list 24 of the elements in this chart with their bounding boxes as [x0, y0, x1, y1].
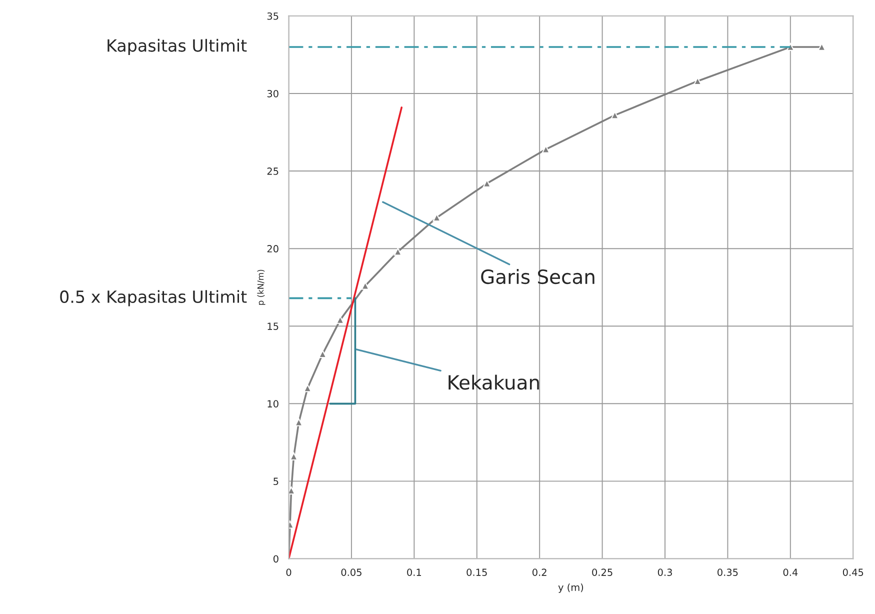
x-tick-label: 0.45	[842, 568, 864, 576]
y-tick-label: 25	[267, 168, 278, 175]
x-axis-title: y (m)	[558, 583, 584, 593]
x-tick-label: 0.35	[718, 568, 738, 576]
y-tick-label: 0	[273, 555, 278, 563]
x-tick-label: 0.15	[466, 568, 487, 576]
y-tick-label: 10	[268, 400, 278, 408]
x-tick-label: 0.2	[532, 568, 546, 576]
text: 0.5 x Kapasitas Ultimit	[60, 290, 247, 306]
x-tick-label: 0.1	[407, 568, 421, 576]
annotation: Garis Secan	[481, 269, 594, 284]
y-axis-title: p (kN/m)	[257, 270, 266, 305]
x-tick-label: 0	[286, 568, 292, 576]
y-tick-label: 20	[267, 245, 278, 252]
x-tick-label: 0.05	[341, 568, 362, 576]
y-tick-label: 5	[274, 478, 278, 486]
y-tick-label: 15	[268, 322, 278, 330]
x-tick-label: 0.3	[658, 568, 672, 576]
x-tick-label: 0.25	[592, 568, 612, 576]
x-tick-label: 0.4	[783, 568, 798, 576]
y-tick-label: 30	[267, 90, 278, 98]
text: Kapasitas Ultimit	[108, 38, 247, 56]
y-tick-label: 35	[267, 12, 278, 20]
annotation: Kekakuan	[448, 374, 539, 390]
